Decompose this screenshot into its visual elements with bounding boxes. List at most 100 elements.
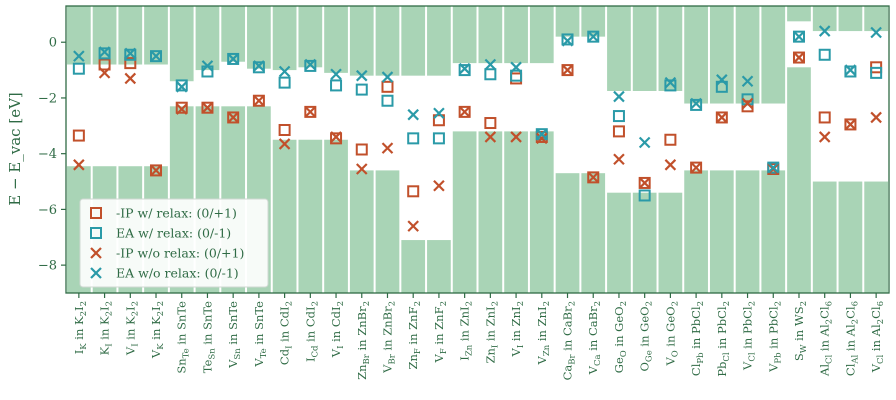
valence-band-bar: [735, 170, 760, 293]
ea-norelax-marker-stroke: [175, 81, 188, 93]
valence-band-bar: [529, 131, 554, 293]
ip-relax-marker: [587, 171, 600, 184]
conduction-band-bar: [529, 6, 554, 64]
label-text: ZnBr: [380, 306, 394, 336]
ip-norelax-marker: [870, 111, 882, 124]
label-subscript: 2: [362, 301, 372, 306]
ip-norelax-marker-stroke: [690, 161, 702, 174]
label-text: K: [123, 316, 137, 325]
ea-relax-marker: [510, 69, 523, 82]
ea-relax-marker: [844, 65, 857, 78]
label-subscript: I: [336, 346, 346, 349]
label-subscript: I: [285, 346, 295, 349]
label-text: Sn: [175, 358, 189, 374]
label-subscript: Cl: [876, 354, 886, 364]
label-subscript: 2: [696, 301, 706, 306]
label-text: K: [98, 316, 112, 325]
ea-norelax-marker: [664, 76, 677, 89]
label-text: V: [380, 364, 394, 374]
label-subscript: 2: [465, 301, 475, 306]
label-text: V: [226, 359, 240, 369]
valence-band-bar: [838, 181, 863, 293]
ip-relax-marker: [407, 185, 420, 198]
label-text: ZnF: [406, 306, 420, 329]
x-tick-label: CaBr​ in CaBr2​: [561, 301, 578, 380]
ea-norelax-marker: [587, 30, 600, 43]
valence-band-bar: [658, 192, 683, 293]
ip-norelax-marker: [458, 106, 471, 118]
label-text: ZnI: [535, 306, 549, 326]
label-text: ZnF: [432, 306, 446, 329]
label-text: V: [663, 357, 677, 367]
ea-norelax-marker: [330, 68, 342, 81]
ip-norelax-marker: [124, 72, 137, 85]
ea-norelax-marker-stroke: [355, 69, 368, 82]
ip-relax-marker: [458, 105, 471, 118]
ip-norelax-marker-stroke: [381, 142, 394, 154]
label-text: PbCl: [689, 306, 703, 334]
legend-marker: [90, 207, 102, 219]
label-text: in: [355, 336, 369, 354]
label-subscript: Zn: [542, 344, 552, 356]
valence-band-bar: [427, 240, 451, 293]
x-tick-label: ICd​ in CdI2​: [303, 301, 320, 362]
ea-relax-marker: [98, 47, 111, 60]
conduction-band-bar: [812, 6, 837, 32]
ea-norelax-marker-stroke: [381, 71, 394, 83]
label-text: in: [818, 336, 832, 354]
ip-norelax-marker: [587, 171, 600, 184]
label-text: V: [123, 346, 137, 356]
ea-relax-marker: [767, 161, 780, 174]
ea-norelax-marker: [844, 64, 857, 76]
x-tick-label: ClPb​ in PbCl2​: [689, 301, 706, 376]
label-text: in: [766, 334, 780, 352]
label-text: Cl: [818, 306, 832, 319]
ip-norelax-marker-stroke: [844, 118, 857, 131]
conduction-band-bar: [658, 6, 683, 91]
ea-relax-marker: [664, 79, 677, 92]
legend: -IP w/ relax: (0/+1) EA w/ relax: (0/-1) -…: [79, 198, 269, 288]
ip-relax-marker: [844, 118, 857, 131]
label-subscript: 2: [105, 301, 115, 306]
conduction-band-bar: [401, 6, 426, 76]
conduction-band-bar: [118, 6, 143, 65]
y-tick-label: −6: [38, 203, 57, 218]
ip-norelax-marker: [844, 118, 857, 131]
x-tick-label: AlCl​ in Al2​Cl6​: [818, 301, 835, 377]
label-subscript: 2: [850, 319, 860, 324]
valence-band-bar: [787, 67, 811, 294]
label-subscript: 6: [850, 301, 860, 306]
ip-relax-marker: [227, 111, 240, 124]
y-tick-label: 0: [49, 36, 57, 51]
ip-norelax-marker: [304, 106, 317, 118]
ip-norelax-marker: [201, 101, 214, 114]
conduction-band-bar: [478, 6, 503, 64]
valence-band-bar: [555, 173, 580, 293]
label-text: in: [252, 330, 266, 348]
ea-relax-marker: [124, 48, 137, 61]
label-subscript: Pb: [696, 352, 706, 364]
label-subscript: 2: [156, 311, 166, 316]
label-text: Cl: [869, 306, 883, 319]
y-tick-label: −4: [38, 147, 57, 162]
label-subscript: 2: [130, 301, 140, 306]
x-tick-label: VI​ in K2​I2​: [123, 301, 140, 356]
ea-relax-marker: [484, 68, 497, 81]
x-tick-label: IZn​ in ZnI2​: [458, 301, 475, 361]
ip-norelax-marker-stroke: [227, 111, 239, 124]
ea-norelax-marker-stroke: [253, 60, 265, 72]
label-text: in: [329, 327, 343, 345]
label-text: Cl: [689, 363, 703, 376]
ea-norelax-marker: [741, 75, 754, 88]
ea-norelax-marker-stroke: [227, 53, 239, 65]
x-tick-label: VI​ in ZnI2​: [509, 301, 526, 357]
ea-relax-marker: [818, 48, 831, 61]
ea-relax-marker: [278, 76, 291, 89]
ip-norelax-marker-stroke: [278, 138, 291, 150]
conduction-band-bar: [709, 6, 734, 104]
valence-band-bar: [632, 192, 657, 293]
label-text: in: [149, 325, 163, 343]
label-subscript: 2: [568, 301, 578, 306]
ea-relax-marker: [870, 66, 883, 79]
